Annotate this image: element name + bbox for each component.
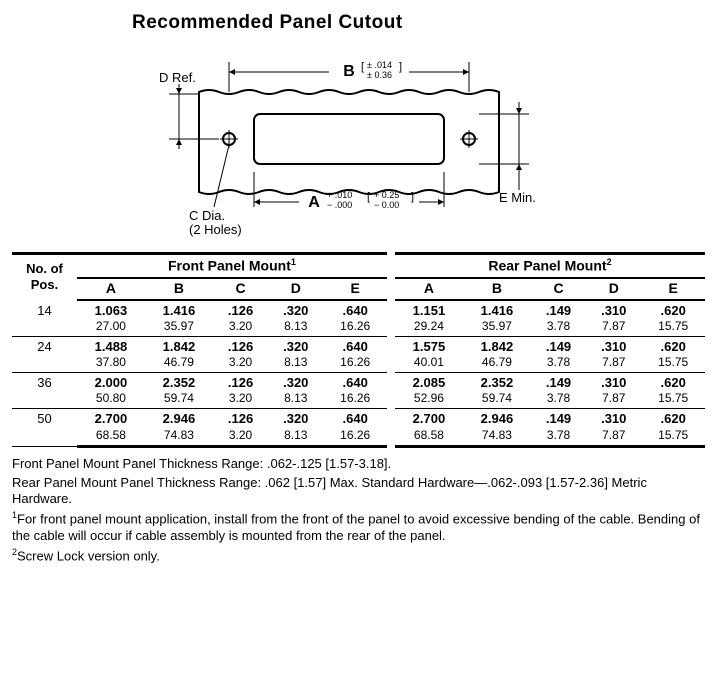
svg-text:[: [ <box>367 191 370 203</box>
table-row: 241.4881.842.126.320.6401.5751.842.149.3… <box>12 336 705 355</box>
table-row: 27.0035.973.208.1316.2629.2435.973.787.8… <box>12 319 705 337</box>
cutout-diagram: B ± .014 ± 0.36 [ ] D Ref. A + .010 − .0… <box>99 42 619 242</box>
table-row: 141.0631.416.126.320.6401.1511.416.149.3… <box>12 300 705 319</box>
table-row: 37.8046.793.208.1316.2640.0146.793.787.8… <box>12 355 705 373</box>
table-row: 50.8059.743.208.1316.2652.9659.743.787.8… <box>12 391 705 409</box>
page-title: Recommended Panel Cutout <box>132 12 705 34</box>
col-d2: D <box>586 278 641 300</box>
table-row: 362.0002.352.126.320.6402.0852.352.149.3… <box>12 373 705 392</box>
note-2: Rear Panel Mount Panel Thickness Range: … <box>12 475 705 508</box>
col-e2: E <box>641 278 705 300</box>
svg-text:+ .010 − .000: + .010 − .000 <box>327 190 355 210</box>
dim-b-label: B <box>343 63 355 80</box>
col-c: C <box>213 278 268 300</box>
svg-text:]: ] <box>399 61 402 73</box>
table-row: 68.5874.833.208.1316.2668.5874.833.787.8… <box>12 428 705 447</box>
svg-text:[: [ <box>361 61 364 73</box>
col-rear: Rear Panel Mount2 <box>395 254 705 279</box>
note-4: 2Screw Lock version only. <box>12 547 705 565</box>
col-b2: B <box>463 278 531 300</box>
col-a: A <box>77 278 145 300</box>
col-c2: C <box>531 278 586 300</box>
col-b: B <box>145 278 213 300</box>
dim-a-label: A <box>308 194 320 211</box>
dim-c-label: C Dia. (2 Holes) <box>189 208 242 237</box>
svg-text:+ 0.25 − 0.00: + 0.25 − 0.00 <box>374 190 402 210</box>
table-row: 502.7002.946.126.320.6402.7002.946.149.3… <box>12 409 705 428</box>
note-1: Front Panel Mount Panel Thickness Range:… <box>12 456 705 472</box>
dimensions-table: No. of Pos. Front Panel Mount1 Rear Pane… <box>12 252 705 448</box>
col-front: Front Panel Mount1 <box>77 254 387 279</box>
col-pos: No. of Pos. <box>12 254 77 300</box>
col-d: D <box>268 278 323 300</box>
dim-d-label: D Ref. <box>159 70 196 85</box>
col-e: E <box>323 278 387 300</box>
svg-text:]: ] <box>411 191 414 203</box>
dim-b-tol: ± .014 ± 0.36 <box>367 60 394 80</box>
footnotes: Front Panel Mount Panel Thickness Range:… <box>12 456 705 565</box>
col-a2: A <box>395 278 463 300</box>
note-3: 1For front panel mount application, inst… <box>12 510 705 544</box>
dim-e-label: E Min. <box>499 190 536 205</box>
